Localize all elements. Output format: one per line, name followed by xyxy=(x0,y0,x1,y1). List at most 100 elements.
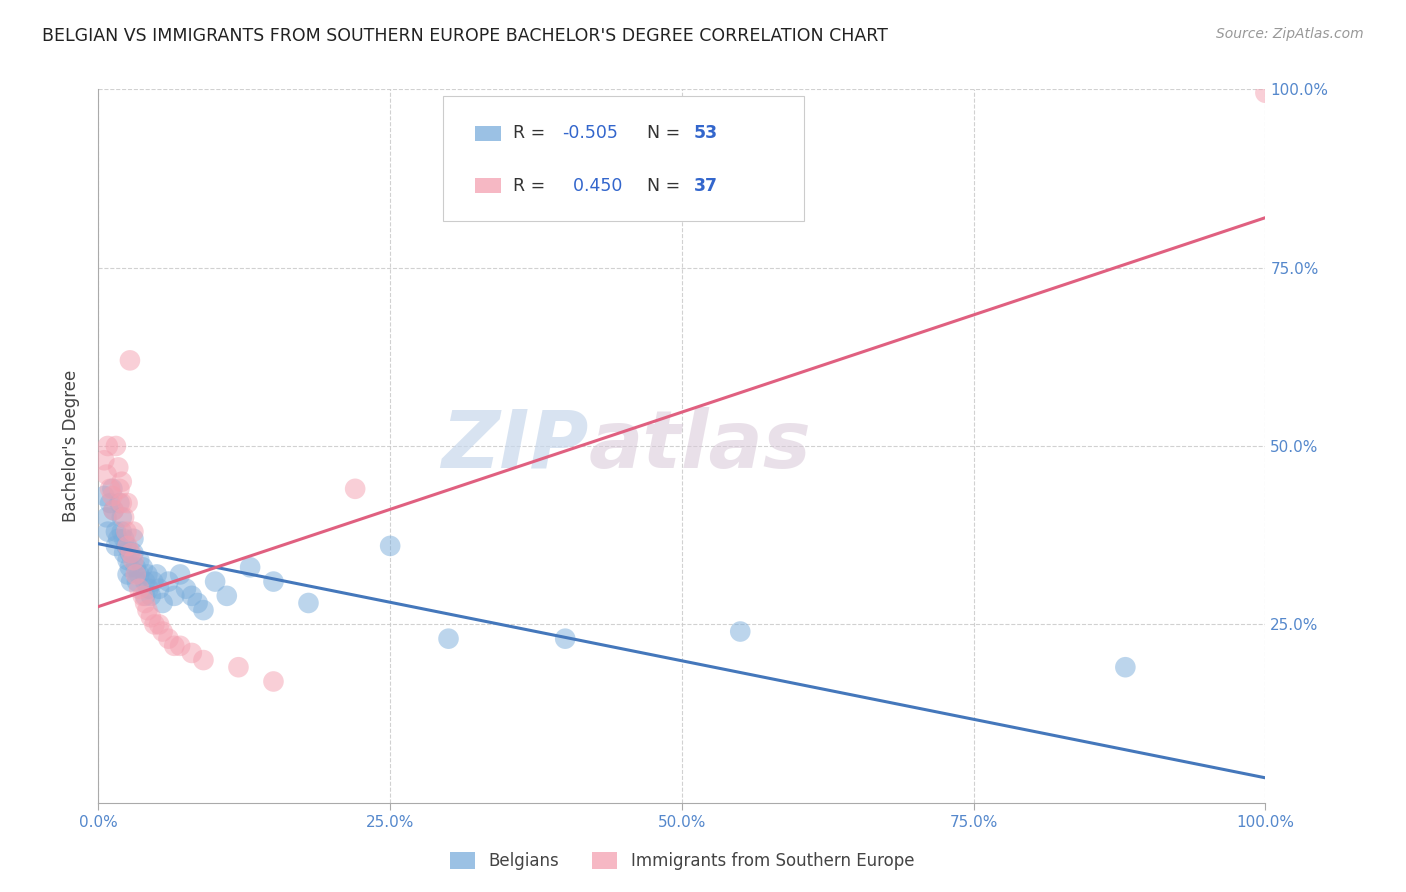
Text: BELGIAN VS IMMIGRANTS FROM SOUTHERN EUROPE BACHELOR'S DEGREE CORRELATION CHART: BELGIAN VS IMMIGRANTS FROM SOUTHERN EURO… xyxy=(42,27,889,45)
Point xyxy=(122,524,145,539)
Point xyxy=(122,532,145,546)
Point xyxy=(139,589,162,603)
Point xyxy=(163,589,186,603)
Point xyxy=(152,624,174,639)
Point xyxy=(115,524,138,539)
Point xyxy=(134,596,156,610)
Text: Source: ZipAtlas.com: Source: ZipAtlas.com xyxy=(1216,27,1364,41)
Point xyxy=(97,524,120,539)
Point xyxy=(96,467,118,482)
Point xyxy=(1114,660,1136,674)
Point xyxy=(112,532,135,546)
Point xyxy=(111,510,134,524)
FancyBboxPatch shape xyxy=(443,96,804,221)
Point xyxy=(239,560,262,574)
Text: 53: 53 xyxy=(693,125,717,143)
Point xyxy=(152,596,174,610)
Point xyxy=(104,539,127,553)
Point xyxy=(122,546,145,560)
Point xyxy=(730,624,752,639)
Point xyxy=(142,574,165,589)
Point xyxy=(108,496,131,510)
Text: -0.505: -0.505 xyxy=(562,125,617,143)
Point xyxy=(93,453,115,467)
Point xyxy=(163,639,186,653)
Point xyxy=(112,510,135,524)
Point xyxy=(146,567,169,582)
Point xyxy=(143,617,166,632)
Point xyxy=(169,639,191,653)
Point xyxy=(117,553,139,567)
Text: 37: 37 xyxy=(693,177,717,194)
Text: R =: R = xyxy=(513,125,550,143)
Point xyxy=(554,632,576,646)
Text: N =: N = xyxy=(647,177,686,194)
Point xyxy=(108,482,131,496)
Point xyxy=(125,560,148,574)
Point xyxy=(132,589,155,603)
Point xyxy=(228,660,250,674)
Point xyxy=(107,460,129,475)
FancyBboxPatch shape xyxy=(475,126,501,141)
Text: N =: N = xyxy=(647,125,686,143)
Point xyxy=(139,610,162,624)
Point xyxy=(157,574,180,589)
Point xyxy=(120,546,142,560)
Point xyxy=(118,353,141,368)
Point xyxy=(437,632,460,646)
Point xyxy=(101,489,124,503)
Point xyxy=(107,532,129,546)
Point xyxy=(103,503,125,517)
Point xyxy=(115,539,138,553)
Point xyxy=(157,632,180,646)
Point xyxy=(148,617,170,632)
Point xyxy=(136,567,159,582)
Y-axis label: Bachelor's Degree: Bachelor's Degree xyxy=(62,370,80,522)
Point xyxy=(103,503,125,517)
Point xyxy=(215,589,238,603)
Point xyxy=(101,482,124,496)
Point xyxy=(378,539,402,553)
Point xyxy=(98,496,121,510)
Point xyxy=(111,475,134,489)
Legend: Belgians, Immigrants from Southern Europe: Belgians, Immigrants from Southern Europ… xyxy=(443,845,921,877)
Point xyxy=(122,553,145,567)
Point xyxy=(111,496,134,510)
FancyBboxPatch shape xyxy=(475,178,501,194)
Point xyxy=(104,439,127,453)
Point xyxy=(262,674,284,689)
Point xyxy=(118,546,141,560)
Point xyxy=(148,582,170,596)
Point xyxy=(132,560,155,574)
Point xyxy=(111,524,134,539)
Point xyxy=(112,546,135,560)
Point xyxy=(138,582,160,596)
Point xyxy=(98,482,121,496)
Point xyxy=(96,510,118,524)
Text: 0.450: 0.450 xyxy=(562,177,621,194)
Point xyxy=(297,596,319,610)
Point xyxy=(120,574,142,589)
Point xyxy=(193,653,215,667)
Text: ZIP: ZIP xyxy=(441,407,589,485)
Point xyxy=(134,574,156,589)
Point xyxy=(128,567,150,582)
Point xyxy=(125,567,148,582)
Point xyxy=(125,574,148,589)
Point xyxy=(97,439,120,453)
Point xyxy=(180,589,202,603)
Point xyxy=(1254,86,1277,100)
Point xyxy=(118,560,141,574)
Point xyxy=(169,567,191,582)
Point xyxy=(193,603,215,617)
Point xyxy=(117,567,139,582)
Point xyxy=(104,524,127,539)
Point xyxy=(174,582,197,596)
Text: R =: R = xyxy=(513,177,550,194)
Point xyxy=(204,574,226,589)
Point xyxy=(136,603,159,617)
Point xyxy=(93,489,115,503)
Point xyxy=(128,553,150,567)
Point xyxy=(117,496,139,510)
Point xyxy=(134,589,156,603)
